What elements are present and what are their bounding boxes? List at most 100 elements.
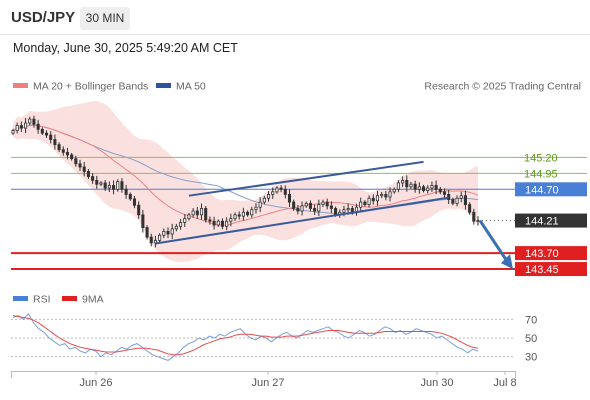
candle-body [380, 194, 384, 197]
candle-body [275, 187, 279, 193]
candle-body [49, 134, 53, 140]
candle-body [455, 197, 459, 204]
candle-body [388, 191, 392, 198]
candle-body [426, 187, 430, 191]
candle-body [174, 225, 178, 230]
bollinger-bands [13, 101, 478, 263]
candlesticks [11, 115, 480, 248]
candle-body [367, 197, 371, 206]
timeframe-button[interactable]: 30 MIN [80, 7, 130, 30]
candle-body [334, 208, 338, 216]
bollinger-band-fill [13, 101, 478, 263]
rsi-ma-legend-swatch [62, 296, 77, 301]
candle-body [254, 206, 258, 211]
channel-lower-line [155, 196, 449, 245]
candle-body [216, 220, 220, 226]
candle-body [250, 209, 254, 216]
candle-body [162, 231, 166, 236]
rsi-legend-label: RSI [33, 294, 51, 306]
candle-body [283, 188, 287, 195]
candle-body [271, 191, 275, 195]
candle-body [70, 154, 74, 160]
candle-body [430, 185, 434, 189]
candle-body [317, 204, 321, 212]
candle-body [396, 182, 400, 190]
rsi-tick-70: 70 [525, 314, 537, 326]
timestamp: Monday, June 30, 2025 5:49:20 AM CET [13, 41, 238, 55]
candle-body [300, 205, 304, 212]
candle-body [86, 171, 90, 177]
candle-body [405, 179, 409, 188]
rsi-legend-swatch [13, 296, 28, 301]
candle-body [145, 227, 149, 238]
trend-channel [155, 160, 449, 245]
support-label-143.45: 143.45 [525, 264, 559, 276]
current-label-144.21: 144.21 [525, 216, 559, 228]
candle-body [371, 197, 375, 202]
candle-body [116, 181, 120, 190]
candle-body [413, 183, 417, 190]
ma20-legend-swatch [13, 83, 28, 88]
candle-body [141, 214, 145, 228]
candle-body [292, 201, 296, 209]
candle-body [107, 185, 111, 189]
candle-body [111, 185, 116, 190]
rsi-ma-legend-label: 9MA [82, 294, 104, 306]
candle-body [384, 194, 388, 198]
rsi-panel: 70 50 30 [11, 312, 537, 364]
candle-body [199, 208, 204, 216]
candle-body [19, 125, 23, 129]
x-tick-label: Jun 27 [251, 377, 284, 389]
credit-label: Research © 2025 Trading Central [424, 81, 581, 93]
candle-body [308, 202, 312, 209]
forecast-arrow [478, 219, 513, 270]
candle-body [183, 218, 187, 223]
candle-body [359, 201, 363, 208]
candle-body [179, 222, 183, 227]
support-label-143.70: 143.70 [525, 248, 559, 260]
candle-body [212, 220, 216, 226]
candle-body [287, 194, 292, 203]
candle-body [279, 187, 283, 190]
candle-body [166, 231, 170, 235]
candle-body [421, 186, 426, 191]
candle-body [124, 188, 128, 195]
resistance-label-145.20: 145.20 [524, 152, 558, 164]
candle-body [11, 130, 15, 134]
rsi-line [12, 312, 479, 361]
candle-body [57, 144, 61, 151]
ma50-legend-label: MA 50 [176, 81, 206, 93]
candle-body [82, 166, 86, 172]
support-label-box-143.70 [515, 246, 587, 261]
candle-body [91, 176, 95, 181]
candle-body [120, 181, 124, 190]
candle-body [149, 236, 153, 244]
price-labels: 145.20 144.95 144.70 144.21 143.70 143.45 [515, 152, 587, 277]
candle-body [325, 201, 329, 207]
candle-body [187, 214, 191, 220]
candle-body [208, 219, 212, 222]
candle-body [401, 179, 405, 184]
candle-body [237, 214, 241, 217]
candle-body [191, 210, 195, 216]
candle-body [32, 118, 36, 125]
x-tick-label: Jun 30 [420, 377, 453, 389]
candle-body [442, 191, 447, 195]
candle-body [99, 182, 103, 185]
price-levels [11, 156, 587, 271]
candle-body [225, 220, 229, 227]
channel-upper-line [188, 160, 424, 197]
ma50-legend-swatch [156, 83, 171, 88]
candle-body [40, 128, 44, 134]
candle-body [409, 183, 413, 188]
candle-body [392, 188, 396, 193]
candle-body [204, 208, 208, 221]
candle-body [375, 195, 380, 202]
candle-body [329, 205, 333, 209]
candle-body [195, 210, 199, 216]
candle-body [170, 228, 174, 235]
candle-body [44, 132, 49, 136]
x-tick-label: Jul 8 [493, 377, 516, 389]
candle-body [296, 208, 300, 212]
